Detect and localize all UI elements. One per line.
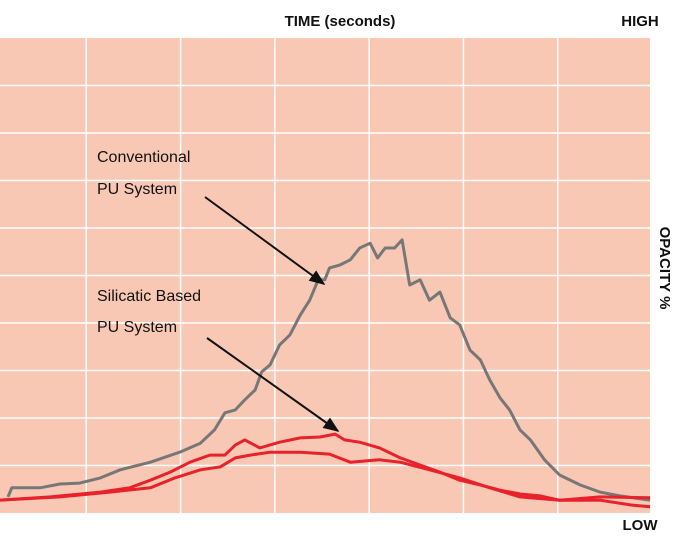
high-label: HIGH — [621, 13, 659, 30]
series-line — [0, 450, 651, 502]
y-axis-label: OPACITY % — [656, 227, 673, 310]
series-line — [0, 432, 651, 509]
low-label: LOW — [623, 517, 659, 534]
annotation: PU System — [97, 319, 177, 336]
annotation: Silicatic Based — [97, 288, 201, 305]
plot-area — [0, 38, 651, 513]
annotation: PU System — [97, 181, 177, 198]
annotation-arrow — [204, 196, 326, 285]
series-line — [6, 238, 651, 502]
annotation: Conventional — [97, 149, 190, 166]
x-axis-label: TIME (seconds) — [285, 13, 396, 30]
annotation-arrow — [206, 337, 340, 432]
